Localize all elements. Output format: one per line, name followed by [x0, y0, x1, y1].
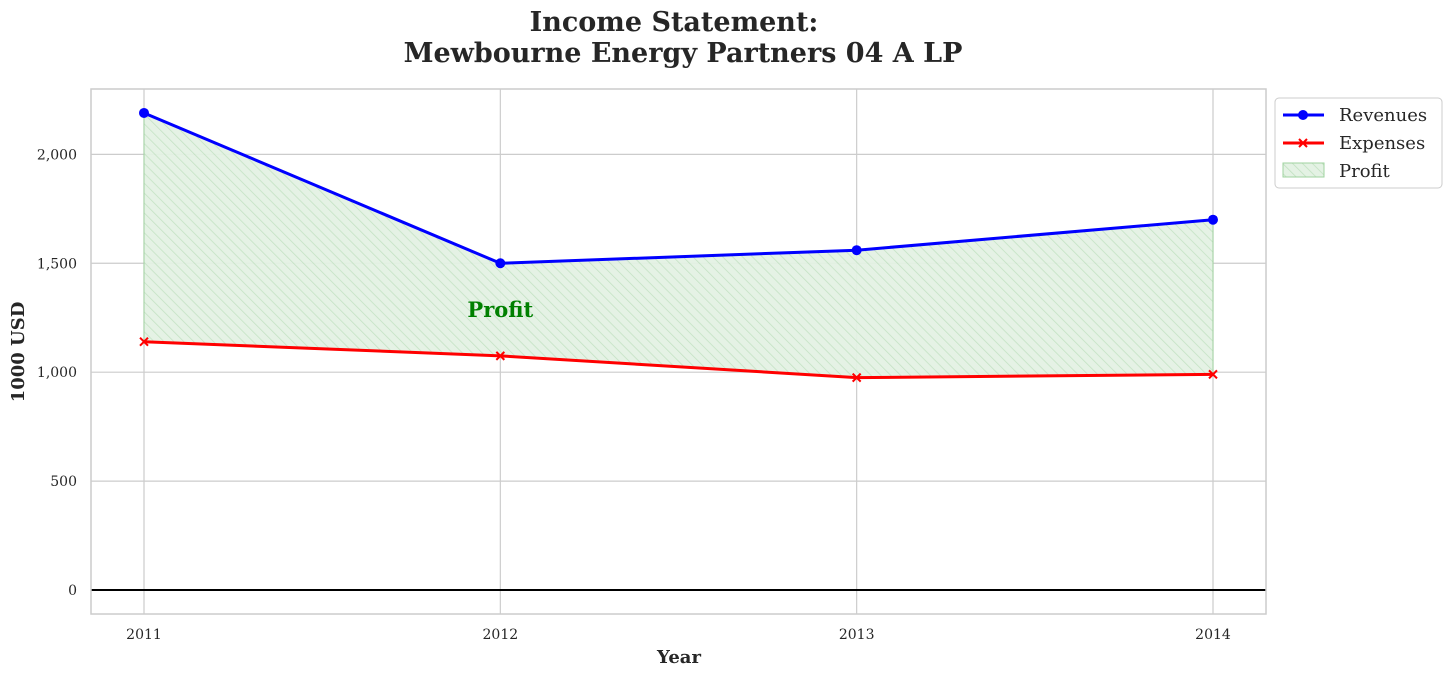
- revenues-point-2012: [495, 258, 506, 269]
- profit-annotation: Profit: [467, 297, 533, 322]
- x-axis-label: Year: [656, 647, 701, 668]
- profit-fill-area: [143, 112, 1214, 379]
- legend-expenses-label: Expenses: [1339, 133, 1425, 154]
- y-tick-1000: 1,000: [37, 365, 77, 381]
- revenues-point-2014: [1208, 214, 1218, 225]
- revenues-point-2011: [139, 107, 149, 118]
- series-lines: [139, 107, 1218, 383]
- y-tick-500: 500: [50, 474, 77, 490]
- y-tick-labels: 0 500 1,000 1,500 2,000: [37, 147, 77, 599]
- legend-profit-swatch: [1282, 162, 1325, 178]
- expenses-point-2011: [139, 336, 149, 347]
- revenues-point-2013: [851, 245, 862, 256]
- plot-frame: [90, 88, 1267, 615]
- y-axis-label: 1000 USD: [8, 302, 29, 403]
- x-tick-2012: 2012: [483, 627, 519, 643]
- expenses-point-2013: [851, 372, 862, 383]
- chart-title-line1: Income Statement:: [530, 7, 819, 38]
- y-tick-1500: 1,500: [37, 256, 77, 272]
- expenses-point-2012: [495, 351, 506, 361]
- legend-revenues-label: Revenues: [1339, 105, 1427, 126]
- expenses-point-2014: [1208, 369, 1218, 380]
- x-tick-2013: 2013: [839, 627, 875, 643]
- y-tick-0: 0: [68, 583, 77, 599]
- y-tick-2000: 2,000: [37, 147, 77, 163]
- x-tick-2011: 2011: [126, 627, 162, 643]
- legend-expenses-marker: [1298, 138, 1308, 148]
- legend: Revenues Expenses Profit: [1274, 97, 1443, 189]
- expenses-line: [143, 340, 1214, 380]
- profit-fill: [143, 112, 1214, 379]
- x-tick-2014: 2014: [1195, 627, 1231, 643]
- x-tick-labels: 2011 2012 2013 2014: [126, 627, 1231, 643]
- chart-title-line2: Mewbourne Energy Partners 04 A LP: [404, 38, 963, 69]
- legend-revenues-marker: [1298, 110, 1308, 120]
- revenues-line: [143, 111, 1214, 265]
- legend-profit-label: Profit: [1339, 161, 1391, 182]
